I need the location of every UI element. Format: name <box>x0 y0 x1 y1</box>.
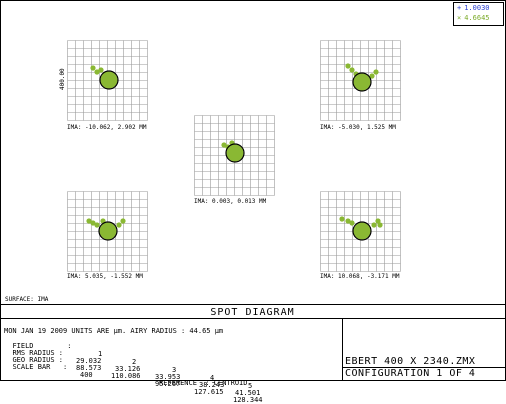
spot-grid <box>320 191 401 272</box>
ray-cluster <box>369 73 375 79</box>
field-value-3: 3 <box>172 366 177 374</box>
wavelength-row-1: + 1.0030 <box>457 3 503 13</box>
ray-cluster <box>86 218 92 224</box>
ray-cluster <box>371 222 377 228</box>
rms-label: RMS RADIUS : <box>12 349 64 357</box>
configuration-text: CONFIGURATION 1 OF 4 <box>345 368 476 379</box>
ray-cluster <box>345 63 351 69</box>
wavelength-legend: + 1.0030 × 4.6645 <box>453 2 504 26</box>
airy-disk-circle <box>99 70 119 90</box>
spot-diagram-field-1 <box>67 40 148 121</box>
scale-bar-label: 400.00 <box>59 68 66 90</box>
geo-value-5: 128.344 <box>233 396 263 404</box>
airy-disk-circle <box>352 221 372 241</box>
spot-grid <box>320 40 401 121</box>
ray-spot <box>226 144 244 162</box>
ray-cluster <box>120 218 126 224</box>
spot-label-2: IMA: -5.030, 1.525 MM <box>320 124 396 131</box>
geo-value-4: 127.615 <box>194 388 224 396</box>
field-value-2: 2 <box>132 358 137 366</box>
wavelength-value-1: 1.0030 <box>464 4 490 12</box>
geo-label: GEO RADIUS : <box>12 356 64 364</box>
divider-top <box>0 304 505 305</box>
surface-label: SURFACE: IMA <box>5 296 49 303</box>
field-value-1: 1 <box>98 350 103 358</box>
divider-vertical <box>342 318 343 380</box>
spot-diagram-field-5 <box>320 191 401 272</box>
spot-grid <box>194 115 275 196</box>
ray-cluster <box>349 220 355 226</box>
rms-value-1: 29.032 <box>76 357 102 365</box>
cross-marker-icon: × <box>457 14 462 22</box>
ray-cluster <box>116 222 122 228</box>
ray-spot <box>353 73 371 91</box>
ray-cluster <box>94 69 100 75</box>
field-label: FIELD : <box>12 342 72 350</box>
info-line-date: MON JAN 19 2009 UNITS ARE µm. AIRY RADIU… <box>4 327 224 335</box>
ray-cluster <box>90 65 96 71</box>
spot-grid <box>67 40 148 121</box>
spot-grid <box>67 191 148 272</box>
spot-label-5: IMA: 10.068, -3.171 MM <box>320 273 400 280</box>
spot-diagram-field-4 <box>67 191 148 272</box>
divider-title <box>0 318 505 319</box>
ray-spot <box>100 71 118 89</box>
ray-spot <box>99 222 117 240</box>
ray-cluster <box>377 222 383 228</box>
geo-value-2: 110.086 <box>111 372 141 380</box>
geo-value-1: 88.573 <box>76 364 102 372</box>
ray-cluster <box>339 216 345 222</box>
ray-cluster <box>98 67 104 73</box>
wavelength-value-2: 4.6645 <box>464 14 490 22</box>
plus-marker-icon: + <box>457 4 462 12</box>
spot-label-3: IMA: 0.003, 0.013 MM <box>194 198 267 205</box>
scale-bar-value: 400 <box>80 371 93 379</box>
scale-bar-row-label: SCALE BAR : <box>12 363 68 371</box>
spot-diagram-field-2 <box>320 40 401 121</box>
scale-row: SCALE BAR : 400 REFERENCE : CENTROID <box>4 355 247 387</box>
ray-cluster <box>349 67 355 73</box>
rms-value-3: 33.953 <box>155 373 181 381</box>
ray-cluster <box>90 220 96 226</box>
ray-cluster <box>373 69 379 75</box>
reference-text: REFERENCE : CENTROID <box>159 379 248 387</box>
field-value-4: 4 <box>210 374 215 382</box>
spot-label-1: IMA: -10.062, 2.902 MM <box>67 124 147 131</box>
divider-lens <box>342 367 505 368</box>
spot-diagram-field-3 <box>194 115 275 196</box>
ray-cluster <box>94 222 100 228</box>
airy-disk-circle <box>98 221 118 241</box>
ray-cluster <box>221 142 227 148</box>
spot-label-4: IMA: 5.035, -1.552 MM <box>67 273 143 280</box>
spot-diagram-title: SPOT DIAGRAM <box>210 307 295 318</box>
lens-file-name: EBERT 400 X 2340.ZMX <box>345 356 476 367</box>
wavelength-row-2: × 4.6645 <box>457 13 503 23</box>
airy-disk-circle <box>225 143 245 163</box>
ray-cluster <box>345 218 351 224</box>
ray-spot <box>353 222 371 240</box>
airy-disk-circle <box>352 72 372 92</box>
ray-cluster <box>375 218 381 224</box>
rms-value-2: 33.126 <box>115 365 141 373</box>
